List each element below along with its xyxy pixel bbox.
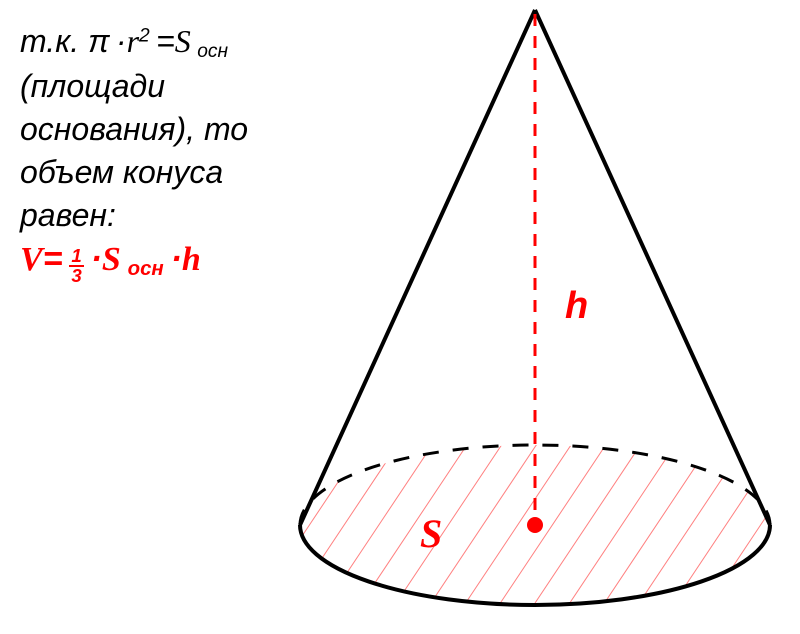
center-dot — [527, 517, 543, 533]
text-line4: объем конуса — [20, 151, 320, 194]
dot2: · — [91, 240, 102, 278]
osn-subscript2: осн — [128, 259, 164, 281]
text-line5: равен: — [20, 194, 320, 237]
height-label: h — [565, 285, 588, 328]
r-symbol: r — [127, 23, 139, 59]
fraction-1-3: 13 — [69, 247, 83, 286]
S-symbol: S — [175, 23, 191, 59]
dot-symbol: · — [116, 23, 127, 59]
squared: 2 — [139, 25, 150, 46]
text-line2: (площади — [20, 65, 320, 108]
equals2: = — [43, 240, 63, 278]
volume-formula: V= 13 ·S осн ·h — [20, 237, 320, 286]
equals: = — [156, 23, 175, 59]
frac-num: 1 — [69, 247, 83, 268]
base-area-label: S — [420, 510, 442, 557]
cone-right-edge — [535, 10, 770, 525]
pi-symbol: π — [88, 23, 109, 59]
h-symbol: h — [182, 241, 201, 278]
canvas: т.к. π ·r2 =S осн (площади основания), т… — [0, 0, 800, 634]
explanation-text: т.к. π ·r2 =S осн (площади основания), т… — [20, 20, 320, 286]
text-prefix: т.к. — [20, 23, 88, 59]
S-symbol2: S — [102, 241, 121, 278]
osn-subscript: осн — [197, 41, 228, 62]
frac-den: 3 — [69, 267, 83, 286]
dot3: · — [171, 240, 182, 278]
text-line3: основания), то — [20, 108, 320, 151]
V-symbol: V — [20, 241, 43, 278]
formula-pi-r2-eq-S: т.к. π ·r2 =S осн — [20, 20, 320, 65]
